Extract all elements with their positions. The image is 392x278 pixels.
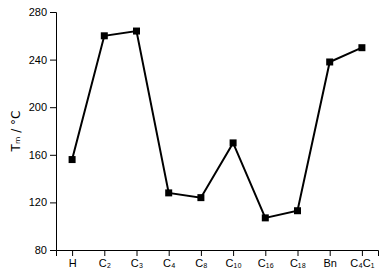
tick: 160 (29, 149, 56, 161)
marker (101, 32, 108, 39)
tick-mark (50, 250, 56, 251)
tick: C₂ (99, 250, 111, 269)
tick-mark (169, 250, 170, 256)
tick-label: C₁₆ (258, 257, 274, 269)
y-axis-title: Tₘ / °C (9, 111, 23, 153)
tick-mark (104, 250, 105, 256)
tick-mark (298, 250, 299, 256)
tick-label: H (69, 257, 77, 269)
tick-mark (50, 12, 56, 13)
tick: C₃ (131, 250, 143, 269)
marker (294, 207, 301, 214)
tick-mark (265, 250, 266, 256)
tick: C₈ (195, 250, 208, 269)
plot: H C₂ C₃ C₄ C₈ C₁₀ C₁₆ C₁₈ Bn C₄C₁ 80 120 160 200 240 28… (29, 6, 379, 269)
tick: C₁₀ (225, 250, 241, 269)
y-axis: 80 120 160 200 240 280 (29, 6, 57, 256)
tick-mark (201, 250, 202, 256)
tick-label: Bn (323, 257, 336, 269)
x-axis: H C₂ C₃ C₄ C₈ C₁₀ C₁₆ C₁₈ Bn C₄C₁ (57, 250, 379, 269)
tick-mark (50, 107, 56, 108)
tick-label: 240 (29, 54, 47, 66)
tick: Bn (323, 250, 336, 269)
tick-label: 200 (29, 101, 47, 113)
axis-line (50, 13, 57, 251)
tick-label: C₈ (195, 257, 208, 269)
tick-mark (50, 60, 56, 61)
tick-label: C₁₈ (290, 257, 306, 269)
tick-label: C₁₀ (225, 257, 241, 269)
line (72, 31, 362, 218)
tick: 280 (29, 6, 56, 18)
marker (133, 28, 140, 35)
marker (358, 44, 365, 51)
tick: C₁₈ (290, 250, 306, 269)
tick-mark (330, 250, 331, 256)
tick: H (69, 250, 77, 269)
tick-label: C₄ (163, 257, 176, 269)
tick: C₁₆ (258, 250, 274, 269)
tick-mark (50, 202, 56, 203)
tick-label: 80 (35, 244, 47, 256)
tick: C₄C₁ (350, 250, 374, 269)
axis-line (57, 251, 379, 257)
tick: 200 (29, 101, 56, 113)
tick-label: 280 (29, 6, 47, 18)
tick: 120 (29, 196, 56, 208)
tick: 80 (35, 244, 56, 256)
tick: 240 (29, 54, 56, 66)
marker (197, 194, 204, 201)
tick-mark (233, 250, 234, 256)
tick-label: C₂ (99, 257, 111, 269)
marker (165, 189, 172, 196)
tick-mark (362, 250, 363, 256)
marker (326, 58, 333, 65)
marker (69, 156, 76, 163)
tick-label: 120 (29, 196, 47, 208)
tick-mark (72, 250, 73, 256)
tick-label: C₃ (131, 257, 143, 269)
marks (69, 28, 366, 222)
marker (262, 214, 269, 221)
chart: H C₂ C₃ C₄ C₈ C₁₀ C₁₆ C₁₈ Bn C₄C₁ 80 120 160 200 240 28… (0, 0, 392, 278)
marker (230, 139, 237, 146)
tick-mark (50, 155, 56, 156)
tick-mark (137, 250, 138, 256)
tick: C₄ (163, 250, 176, 269)
tick-label: C₄C₁ (350, 257, 374, 269)
tick-label: 160 (29, 149, 47, 161)
